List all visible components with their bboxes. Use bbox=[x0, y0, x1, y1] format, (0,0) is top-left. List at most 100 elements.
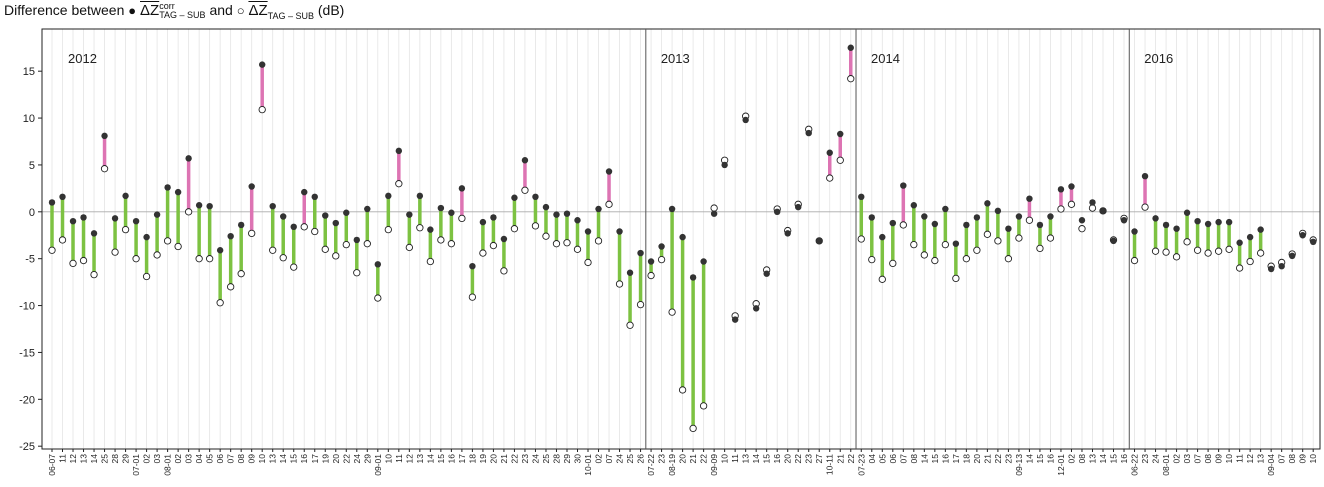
uncorrected-point bbox=[142, 272, 151, 281]
x-tick-label: 24 bbox=[615, 454, 625, 464]
corrected-point bbox=[322, 212, 329, 219]
x-tick-label: 14 bbox=[425, 454, 435, 464]
corrected-point bbox=[1141, 172, 1149, 180]
uncorrected-point bbox=[920, 251, 928, 259]
x-tick-label: 13 bbox=[268, 454, 278, 464]
title-join: and bbox=[209, 2, 233, 18]
corrected-point bbox=[763, 270, 770, 277]
x-tick-label: 10 bbox=[1224, 454, 1234, 464]
x-tick-label: 21 bbox=[835, 454, 845, 464]
uncorrected-point bbox=[205, 255, 214, 263]
corrected-point bbox=[101, 132, 108, 140]
uncorrected-point bbox=[573, 245, 582, 253]
uncorrected-point bbox=[531, 222, 540, 230]
uncorrected-point bbox=[342, 240, 350, 249]
uncorrected-point bbox=[1141, 203, 1149, 211]
uncorrected-point bbox=[878, 275, 886, 283]
year-label: 2012 bbox=[68, 51, 97, 66]
corrected-point bbox=[1194, 217, 1201, 225]
uncorrected-point bbox=[100, 165, 109, 173]
corrected-point bbox=[752, 305, 760, 312]
corrected-point bbox=[721, 161, 728, 169]
corrected-point bbox=[343, 209, 350, 216]
uncorrected-point bbox=[363, 240, 371, 248]
x-tick-label: 22 bbox=[699, 454, 709, 464]
x-tick-label: 09 bbox=[247, 454, 257, 464]
x-tick-label: 20 bbox=[783, 454, 793, 464]
y-tick-label: -10 bbox=[19, 301, 35, 313]
corrected-point bbox=[164, 184, 171, 191]
corrected-point bbox=[679, 233, 686, 241]
x-tick-label: 10-11 bbox=[825, 454, 835, 475]
corrected-point bbox=[216, 247, 224, 254]
corrected-point bbox=[1036, 221, 1044, 229]
x-tick-label: 25 bbox=[541, 454, 551, 464]
x-tick-label: 13 bbox=[1256, 454, 1266, 464]
uncorrected-point bbox=[374, 294, 382, 302]
corrected-point bbox=[301, 188, 308, 196]
corrected-point bbox=[668, 205, 676, 213]
uncorrected-point bbox=[847, 75, 855, 83]
x-tick-label: 02 bbox=[1172, 454, 1182, 464]
corrected-point bbox=[353, 236, 360, 244]
uncorrected-point bbox=[678, 386, 687, 394]
y-tick-label: -20 bbox=[19, 394, 35, 406]
x-tick-label: 13 bbox=[415, 454, 425, 464]
uncorrected-point bbox=[826, 174, 834, 182]
corrected-point bbox=[826, 149, 833, 156]
x-tick-label: 16 bbox=[940, 454, 950, 464]
uncorrected-point bbox=[605, 200, 613, 208]
x-tick-label: 07-01 bbox=[131, 454, 141, 476]
corrected-point bbox=[837, 130, 844, 138]
corrected-point bbox=[1299, 232, 1306, 239]
x-tick-label: 10 bbox=[720, 454, 730, 464]
corrected-point bbox=[122, 192, 129, 200]
corrected-point bbox=[364, 205, 371, 213]
uncorrected-point bbox=[836, 156, 844, 164]
uncorrected-point bbox=[311, 227, 319, 236]
x-tick-label: 16 bbox=[1045, 454, 1055, 464]
x-tick-label: 08 bbox=[1077, 454, 1087, 464]
corrected-point bbox=[1099, 207, 1107, 215]
x-tick-label: 15 bbox=[762, 454, 772, 464]
x-tick-label: 22 bbox=[793, 454, 803, 464]
corrected-point bbox=[858, 193, 865, 201]
uncorrected-point bbox=[1025, 216, 1034, 224]
x-tick-label: 10 bbox=[1308, 454, 1318, 464]
corrected-point bbox=[80, 214, 87, 221]
x-tick-label: 16 bbox=[299, 454, 309, 464]
x-tick-label: 08 bbox=[1203, 454, 1213, 464]
corrected-point bbox=[973, 214, 981, 221]
x-tick-label: 14 bbox=[919, 454, 929, 464]
y-tick-label: 5 bbox=[29, 160, 35, 172]
x-tick-label: 12 bbox=[1245, 454, 1255, 464]
x-tick-label: 16 bbox=[772, 454, 782, 464]
corrected-point bbox=[385, 192, 392, 200]
x-tick-label: 10 bbox=[257, 454, 267, 464]
x-tick-label: 02 bbox=[173, 454, 183, 464]
x-tick-label: 17 bbox=[951, 454, 961, 464]
x-tick-label: 23 bbox=[1140, 454, 1150, 464]
x-tick-label: 11 bbox=[1235, 454, 1245, 463]
corrected-point bbox=[1131, 228, 1138, 235]
uncorrected-point bbox=[1078, 225, 1086, 233]
plot-frame bbox=[41, 28, 1321, 450]
legend-label: ΔZ bbox=[140, 2, 160, 19]
x-tick-label: 26 bbox=[636, 454, 646, 464]
corrected-point bbox=[605, 168, 613, 175]
x-tick-label: 19 bbox=[320, 454, 330, 464]
x-tick-label: 15 bbox=[289, 454, 299, 464]
corrected-point bbox=[1257, 226, 1264, 233]
uncorrected-point bbox=[1225, 245, 1233, 253]
uncorrected-point bbox=[195, 255, 203, 263]
uncorrected-point bbox=[447, 240, 456, 248]
corrected-point bbox=[1267, 265, 1275, 273]
x-tick-label: 14 bbox=[278, 454, 288, 464]
corrected-point bbox=[984, 200, 991, 207]
uncorrected-point bbox=[121, 225, 130, 234]
x-tick-label: 24 bbox=[530, 454, 540, 464]
uncorrected-point bbox=[510, 225, 519, 233]
corrected-point bbox=[816, 237, 823, 245]
uncorrected-point bbox=[90, 270, 98, 279]
uncorrected-point bbox=[584, 258, 592, 267]
